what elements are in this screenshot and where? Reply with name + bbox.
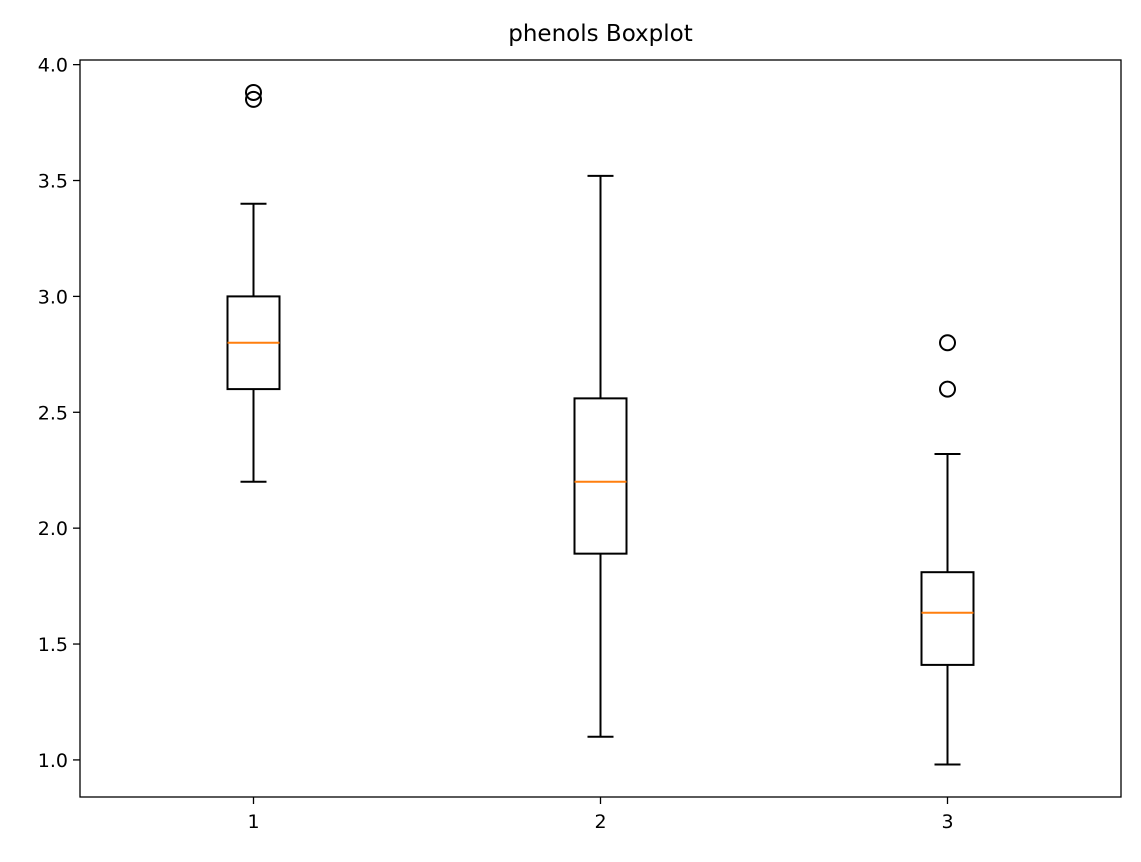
box-iqr [573,397,628,555]
x-tick-label: 1 [247,811,259,833]
box-group-3 [920,334,975,766]
box-group-1 [226,83,281,483]
plot-frame [79,59,1122,798]
y-tick-label: 3.5 [38,171,68,193]
y-tick-label: 2.5 [38,402,68,424]
outlier-point [245,90,262,108]
x-tick-label: 3 [941,811,953,833]
box-iqr [920,571,975,666]
y-tick-label: 1.5 [38,634,68,656]
chart-title: phenols Boxplot [508,21,693,47]
plot-area [226,83,975,766]
outlier-point [939,380,956,398]
outlier-point [245,83,262,101]
y-tick-label: 4.0 [38,55,68,77]
x-tick-label: 2 [594,811,606,833]
outlier-point [939,334,956,352]
y-tick-label: 3.0 [38,286,68,308]
y-tick-label: 1.0 [38,750,68,772]
axes: 1.0 1.5 2.0 2.5 3.0 3.5 4.0 1 2 3 [38,55,954,833]
y-tick-label: 2.0 [38,518,68,540]
box-group-2 [573,174,628,738]
